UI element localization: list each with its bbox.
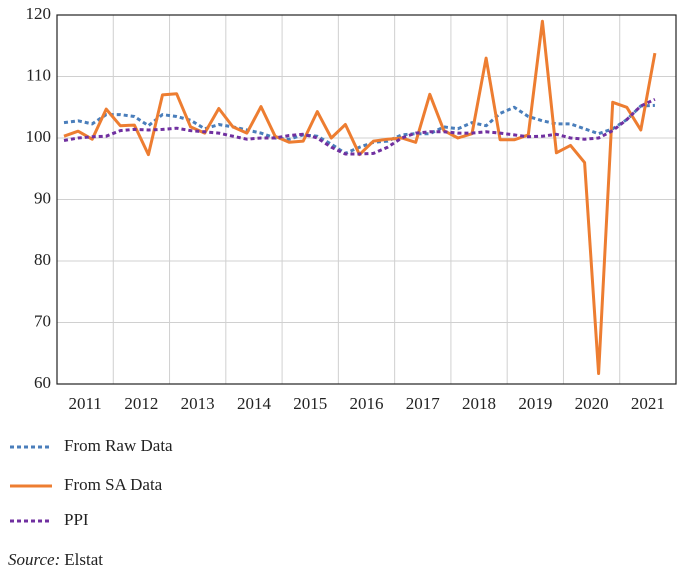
- plot-frame: [56, 14, 677, 385]
- x-tick-label: 2012: [124, 394, 158, 413]
- y-tick-label: 80: [34, 250, 51, 269]
- legend-label: From Raw Data: [64, 436, 173, 455]
- y-tick-label: 60: [34, 373, 51, 392]
- series-line: [63, 103, 655, 155]
- series-line: [63, 19, 657, 375]
- y-tick-label: 90: [34, 188, 51, 207]
- y-tick-label: 110: [26, 65, 51, 84]
- x-tick-label: 2020: [575, 394, 609, 413]
- source: Source: Elstat: [8, 550, 103, 569]
- legend-label: From SA Data: [64, 475, 163, 494]
- x-tick-label: 2018: [462, 394, 496, 413]
- source-label: Source:: [8, 550, 60, 569]
- y-tick-label: 120: [26, 4, 52, 23]
- x-tick-label: 2014: [237, 394, 272, 413]
- series-line: [63, 97, 656, 156]
- x-tick-label: 2017: [406, 394, 441, 413]
- source-text: Elstat: [64, 550, 103, 569]
- y-tick-label: 100: [26, 127, 52, 146]
- x-tick-label: 2013: [181, 394, 215, 413]
- legend-label: PPI: [64, 510, 89, 529]
- x-tick-label: 2011: [68, 394, 101, 413]
- x-tick-label: 2021: [631, 394, 665, 413]
- x-tick-label: 2019: [518, 394, 552, 413]
- y-tick-label: 70: [34, 311, 51, 330]
- x-tick-label: 2015: [293, 394, 327, 413]
- x-tick-label: 2016: [350, 394, 384, 413]
